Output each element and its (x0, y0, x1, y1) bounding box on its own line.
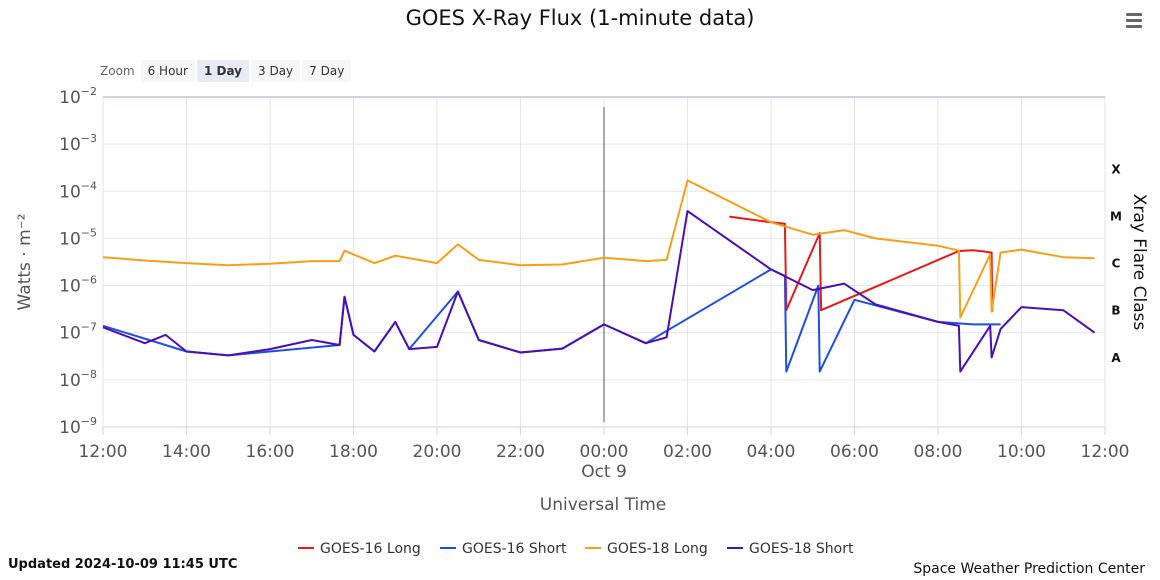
hamburger-menu-icon-bar (1126, 25, 1142, 28)
flare-class-label: X (1111, 162, 1121, 176)
flare-class-label: M (1110, 209, 1122, 223)
legend-item-label: GOES-18 Short (749, 541, 854, 557)
series-line-goes-18-short (102, 210, 1096, 373)
legend-item-label: GOES-16 Long (320, 541, 421, 557)
hamburger-menu-icon-bar (1126, 19, 1142, 22)
y-tick-labels: 10−9 10−8 10−7 10−6 10−5 10−4 10−3 10−2 (59, 85, 97, 438)
x-tick-label: 22:00 (496, 442, 545, 462)
zoom-7-day-button[interactable]: 7 Day (302, 60, 352, 82)
flare-class-label: C (1112, 257, 1121, 271)
y-tick-label: 10−2 (59, 85, 97, 108)
x-grid (102, 97, 1106, 435)
chart-menu-button[interactable] (1122, 10, 1146, 34)
updated-timestamp: Updated 2024-10-09 11:45 UTC (8, 557, 238, 572)
x-tick-label: 04:00 (747, 442, 796, 462)
y-tick-label: 10−8 (59, 368, 97, 391)
flare-class-labels: A B C M X (1110, 162, 1122, 365)
x-tick-label: 20:00 (413, 442, 462, 462)
zoom-3-day-button[interactable]: 3 Day (251, 60, 301, 82)
x-tick-label: 14:00 (162, 442, 211, 462)
legend-item-label: GOES-16 Short (462, 541, 567, 557)
legend: GOES-16 Long GOES-16 Short GOES-18 Long GOE… (298, 541, 854, 557)
series-line-goes-18-long (102, 179, 1095, 319)
y-tick-label: 10−4 (59, 179, 97, 202)
zoom-6-hour-button[interactable]: 6 Hour (140, 60, 195, 82)
right-axis-label: Xray Flare Class (1129, 194, 1149, 331)
hamburger-menu-icon (1126, 13, 1142, 16)
y-tick-label: 10−6 (59, 274, 97, 297)
series-line-goes-16-long (729, 215, 994, 312)
x-axis-label: Universal Time (540, 495, 666, 515)
chart-title: GOES X-Ray Flux (1-minute data) (405, 6, 755, 30)
zoom-label: Zoom (100, 64, 135, 78)
y-tick-label: 10−7 (59, 321, 97, 344)
credit-label: Space Weather Prediction Center (913, 561, 1145, 577)
legend-item-label: GOES-18 Long (607, 541, 708, 557)
y-tick-label: 10−5 (59, 226, 97, 249)
flare-class-label: A (1111, 351, 1121, 365)
x-tick-label: 16:00 (246, 442, 295, 462)
x-tick-label: 06:00 (830, 442, 879, 462)
axes (103, 96, 1106, 428)
y-axis-label: Watts · m⁻² (15, 214, 35, 311)
x-tick-label: 00:00 (580, 442, 629, 462)
series-layer (102, 179, 1096, 373)
zoom-selector: Zoom 6 Hour 1 Day 3 Day 7 Day (100, 59, 353, 83)
x-tick-label: 10:00 (997, 442, 1046, 462)
x-tick-label: 12:00 (79, 442, 128, 462)
x-tick-label: 02:00 (663, 442, 712, 462)
x-tick-label: 08:00 (914, 442, 963, 462)
x-tick-sublabel: Oct 9 (581, 462, 627, 482)
zoom-1-day-button[interactable]: 1 Day (196, 60, 249, 82)
y-tick-label: 10−9 (59, 415, 97, 438)
y-tick-label: 10−3 (59, 132, 97, 155)
flare-class-label: B (1111, 304, 1120, 318)
x-tick-label: 12:00 (1081, 442, 1130, 462)
x-tick-label: 18:00 (329, 442, 378, 462)
